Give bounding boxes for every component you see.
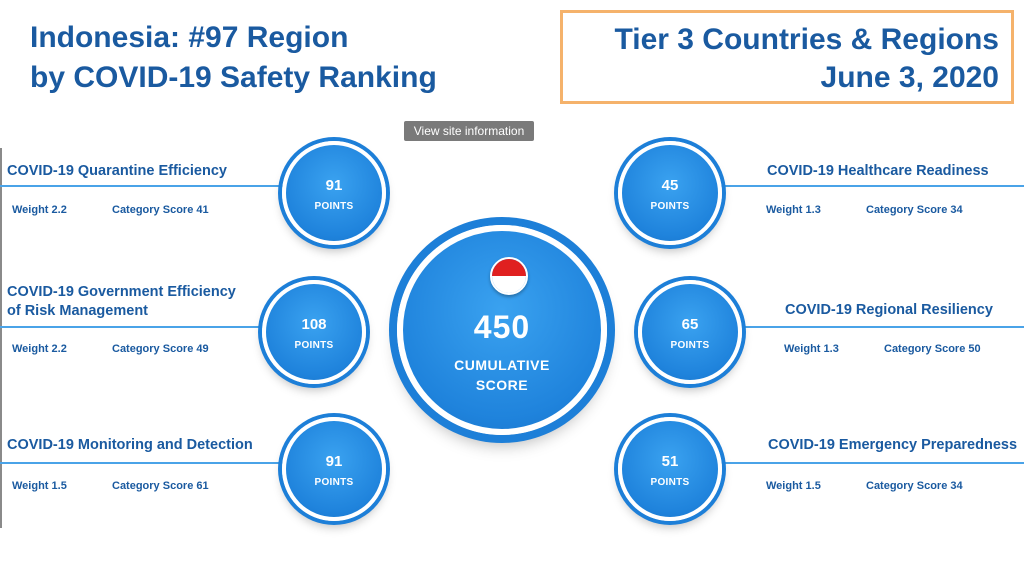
cumulative-score-value: 450 [473, 309, 531, 345]
tier-line-1: Tier 3 Countries & Regions [614, 23, 999, 56]
category-score: Category Score 49 [112, 343, 209, 355]
points-circle-healthcare: 45 POINTS [618, 141, 722, 245]
category-title-line-2: of Risk Management [7, 303, 148, 319]
category-title-healthcare: COVID-19 Healthcare Readiness [767, 163, 989, 179]
left-edge-divider [0, 148, 2, 528]
tier-box: Tier 3 Countries & Regions June 3, 2020 [560, 10, 1014, 104]
category-weight: Weight 1.3 [784, 343, 839, 355]
category-title-emergency: COVID-19 Emergency Preparedness [768, 437, 1018, 453]
category-weight: Weight 1.3 [766, 204, 821, 216]
points-label: POINTS [314, 477, 354, 488]
site-info-tooltip: View site information [404, 121, 534, 141]
category-title-monitoring: COVID-19 Monitoring and Detection [7, 437, 253, 453]
points-value: 51 [661, 453, 679, 470]
points-circle-monitoring: 91 POINTS [282, 417, 386, 521]
category-score: Category Score 61 [112, 480, 209, 492]
category-title-resiliency: COVID-19 Regional Resiliency [785, 302, 993, 318]
connector-line [720, 462, 1024, 464]
score-label: SCORE [475, 377, 529, 393]
category-weight: Weight 1.5 [12, 480, 67, 492]
page-title: Indonesia: #97 Region by COVID-19 Safety… [30, 18, 437, 98]
points-label: POINTS [294, 340, 334, 351]
connector-line [740, 326, 1024, 328]
points-label: POINTS [650, 477, 690, 488]
points-label: POINTS [670, 340, 710, 351]
points-label: POINTS [314, 201, 354, 212]
category-weight: Weight 1.5 [766, 480, 821, 492]
connector-line [0, 462, 290, 464]
connector-line [0, 185, 290, 187]
points-circle-resiliency: 65 POINTS [638, 280, 742, 384]
points-circle-emergency: 51 POINTS [618, 417, 722, 521]
cumulative-label: CUMULATIVE [454, 357, 550, 373]
category-title-government: COVID-19 Government Efficiency of Risk M… [7, 283, 236, 321]
category-score: Category Score 41 [112, 204, 209, 216]
category-score: Category Score 34 [866, 204, 963, 216]
points-value: 45 [661, 177, 679, 194]
title-line-2: by COVID-19 Safety Ranking [30, 61, 437, 94]
category-weight: Weight 2.2 [12, 204, 67, 216]
category-title-line-1: COVID-19 Government Efficiency [7, 284, 236, 300]
cumulative-score-circle: 450 CUMULATIVE SCORE [397, 225, 607, 435]
points-circle-quarantine: 91 POINTS [282, 141, 386, 245]
title-line-1: Indonesia: #97 Region [30, 21, 349, 54]
category-weight: Weight 2.2 [12, 343, 67, 355]
points-value: 65 [681, 316, 699, 333]
points-value: 91 [325, 177, 343, 194]
points-value: 108 [301, 316, 327, 333]
connector-line [720, 185, 1024, 187]
indonesia-flag-icon [490, 257, 528, 295]
connector-line [0, 326, 270, 328]
points-label: POINTS [650, 201, 690, 212]
category-score: Category Score 50 [884, 343, 981, 355]
category-score: Category Score 34 [866, 480, 963, 492]
tier-date: June 3, 2020 [820, 61, 999, 94]
points-circle-government: 108 POINTS [262, 280, 366, 384]
points-value: 91 [325, 453, 343, 470]
category-title-quarantine: COVID-19 Quarantine Efficiency [7, 163, 227, 179]
